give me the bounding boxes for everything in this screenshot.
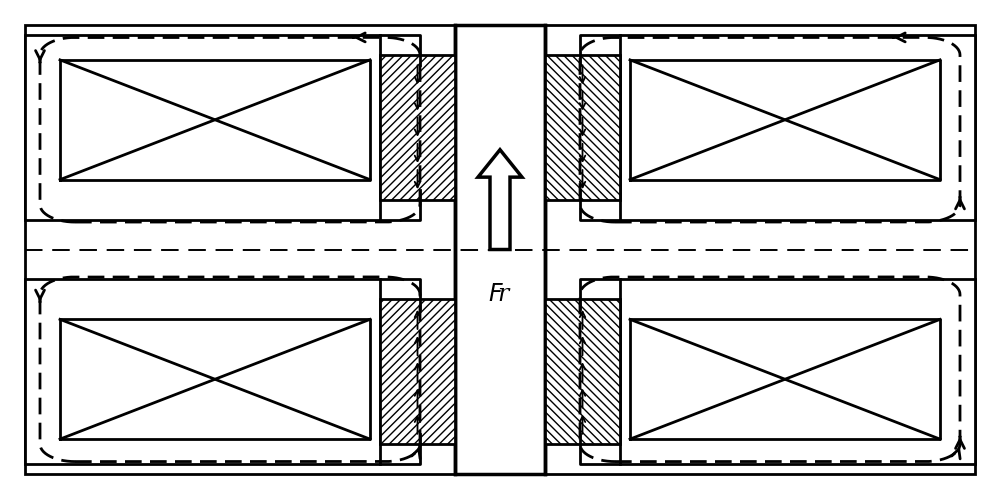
- Polygon shape: [25, 35, 380, 220]
- Polygon shape: [380, 55, 455, 200]
- Polygon shape: [545, 299, 620, 444]
- Polygon shape: [455, 25, 545, 474]
- Polygon shape: [25, 279, 380, 464]
- Polygon shape: [380, 299, 455, 444]
- Text: $F\!$r: $F\!$r: [488, 283, 512, 306]
- Polygon shape: [620, 279, 975, 464]
- Polygon shape: [545, 55, 620, 200]
- Polygon shape: [620, 35, 975, 220]
- Polygon shape: [25, 25, 975, 474]
- Polygon shape: [478, 150, 522, 250]
